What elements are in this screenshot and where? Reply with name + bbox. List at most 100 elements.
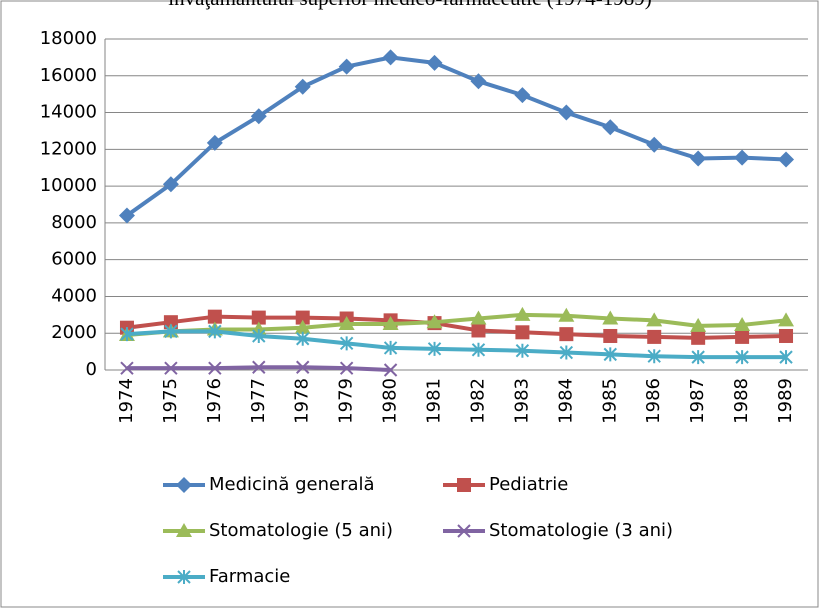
marker-star: [296, 331, 310, 346]
chart-title: învăţământului superior medico-farmaceut…: [167, 0, 651, 10]
x-tick-label: 1981: [424, 378, 445, 424]
marker-diamond: [602, 119, 619, 136]
x-tick-label: 1987: [687, 378, 708, 424]
marker-triangle: [382, 316, 399, 331]
marker-triangle: [338, 316, 355, 331]
marker-star: [252, 328, 266, 343]
legend-label: Farmacie: [209, 566, 290, 587]
y-tick-label: 8000: [51, 212, 97, 233]
x-tick-label: 1976: [204, 378, 225, 424]
marker-triangle: [426, 314, 443, 329]
marker-diamond: [338, 58, 355, 75]
marker-diamond: [646, 136, 663, 153]
x-tick-label: 1989: [775, 378, 796, 424]
marker-star: [208, 324, 222, 339]
series-line: [126, 329, 787, 360]
marker-diamond: [514, 87, 531, 104]
marker-square: [251, 310, 266, 325]
marker-x: [457, 524, 471, 538]
marker-square: [647, 329, 662, 344]
marker-triangle: [514, 306, 531, 321]
marker-diamond: [558, 104, 575, 121]
legend-label: Pediatrie: [489, 474, 568, 495]
marker-diamond: [118, 207, 135, 224]
x-tick-label: 1982: [467, 378, 488, 424]
y-tick-label: 12000: [40, 138, 97, 159]
marker-star: [603, 347, 617, 362]
marker-star: [120, 327, 134, 342]
marker-square: [603, 328, 618, 343]
marker-square: [735, 329, 750, 344]
marker-triangle: [602, 310, 619, 325]
marker-diamond: [734, 149, 751, 166]
marker-diamond: [778, 151, 795, 168]
marker-diamond: [294, 78, 311, 95]
marker-x: [208, 361, 222, 375]
y-tick-label: 10000: [40, 175, 97, 196]
marker-x: [164, 361, 178, 375]
marker-triangle: [734, 316, 751, 331]
series-line: [126, 312, 787, 338]
marker-x: [383, 363, 398, 377]
legend-label: Medicină generală: [209, 474, 375, 495]
marker-star: [471, 342, 486, 357]
marker-diamond: [206, 134, 223, 151]
marker-star: [691, 350, 705, 365]
marker-triangle: [558, 307, 575, 322]
marker-diamond: [690, 150, 707, 167]
marker-diamond: [470, 73, 487, 90]
marker-diamond: [162, 176, 179, 193]
marker-triangle: [646, 312, 663, 327]
marker-triangle: [690, 317, 707, 332]
x-tick-label: 1974: [116, 378, 137, 424]
marker-x: [120, 361, 134, 375]
x-tick-label: 1977: [248, 378, 269, 424]
marker-square: [207, 309, 222, 324]
legend-label: Stomatologie (3 ani): [489, 520, 673, 541]
marker-diamond: [250, 108, 267, 125]
marker-x: [339, 361, 354, 375]
marker-x: [296, 360, 310, 374]
series-line: [126, 314, 787, 340]
marker-square: [691, 330, 706, 345]
x-tick-label: 1988: [731, 378, 752, 424]
marker-triangle: [778, 312, 795, 327]
x-tick-label: 1986: [643, 378, 664, 424]
marker-diamond: [382, 49, 399, 66]
marker-star: [735, 350, 749, 365]
series-line: [125, 55, 787, 218]
marker-star: [427, 341, 442, 356]
x-tick-label: 1985: [599, 378, 620, 424]
marker-square: [471, 323, 486, 338]
marker-triangle: [176, 523, 192, 537]
marker-triangle: [294, 319, 311, 334]
legend-label: Stomatologie (5 ani): [209, 520, 393, 541]
marker-star: [559, 345, 574, 360]
x-tick-label: 1979: [336, 378, 357, 424]
y-tick-label: 6000: [51, 249, 97, 270]
marker-square: [457, 478, 471, 492]
y-tick-label: 2000: [51, 322, 97, 343]
y-tick-label: 0: [86, 359, 97, 380]
marker-x: [252, 360, 266, 374]
y-tick-label: 4000: [51, 285, 97, 306]
marker-diamond: [176, 477, 192, 493]
marker-star: [515, 343, 530, 358]
marker-star: [177, 570, 191, 584]
marker-star: [383, 340, 398, 355]
y-tick-label: 18000: [40, 28, 97, 49]
marker-star: [164, 324, 178, 339]
marker-square: [559, 327, 574, 342]
marker-square: [163, 315, 178, 330]
marker-square: [295, 310, 310, 325]
marker-square: [779, 328, 794, 343]
x-tick-label: 1978: [292, 378, 313, 424]
marker-triangle: [470, 310, 487, 325]
marker-square: [515, 325, 530, 340]
marker-star: [779, 350, 793, 365]
y-tick-label: 14000: [40, 102, 97, 123]
x-tick-label: 1980: [380, 378, 401, 424]
